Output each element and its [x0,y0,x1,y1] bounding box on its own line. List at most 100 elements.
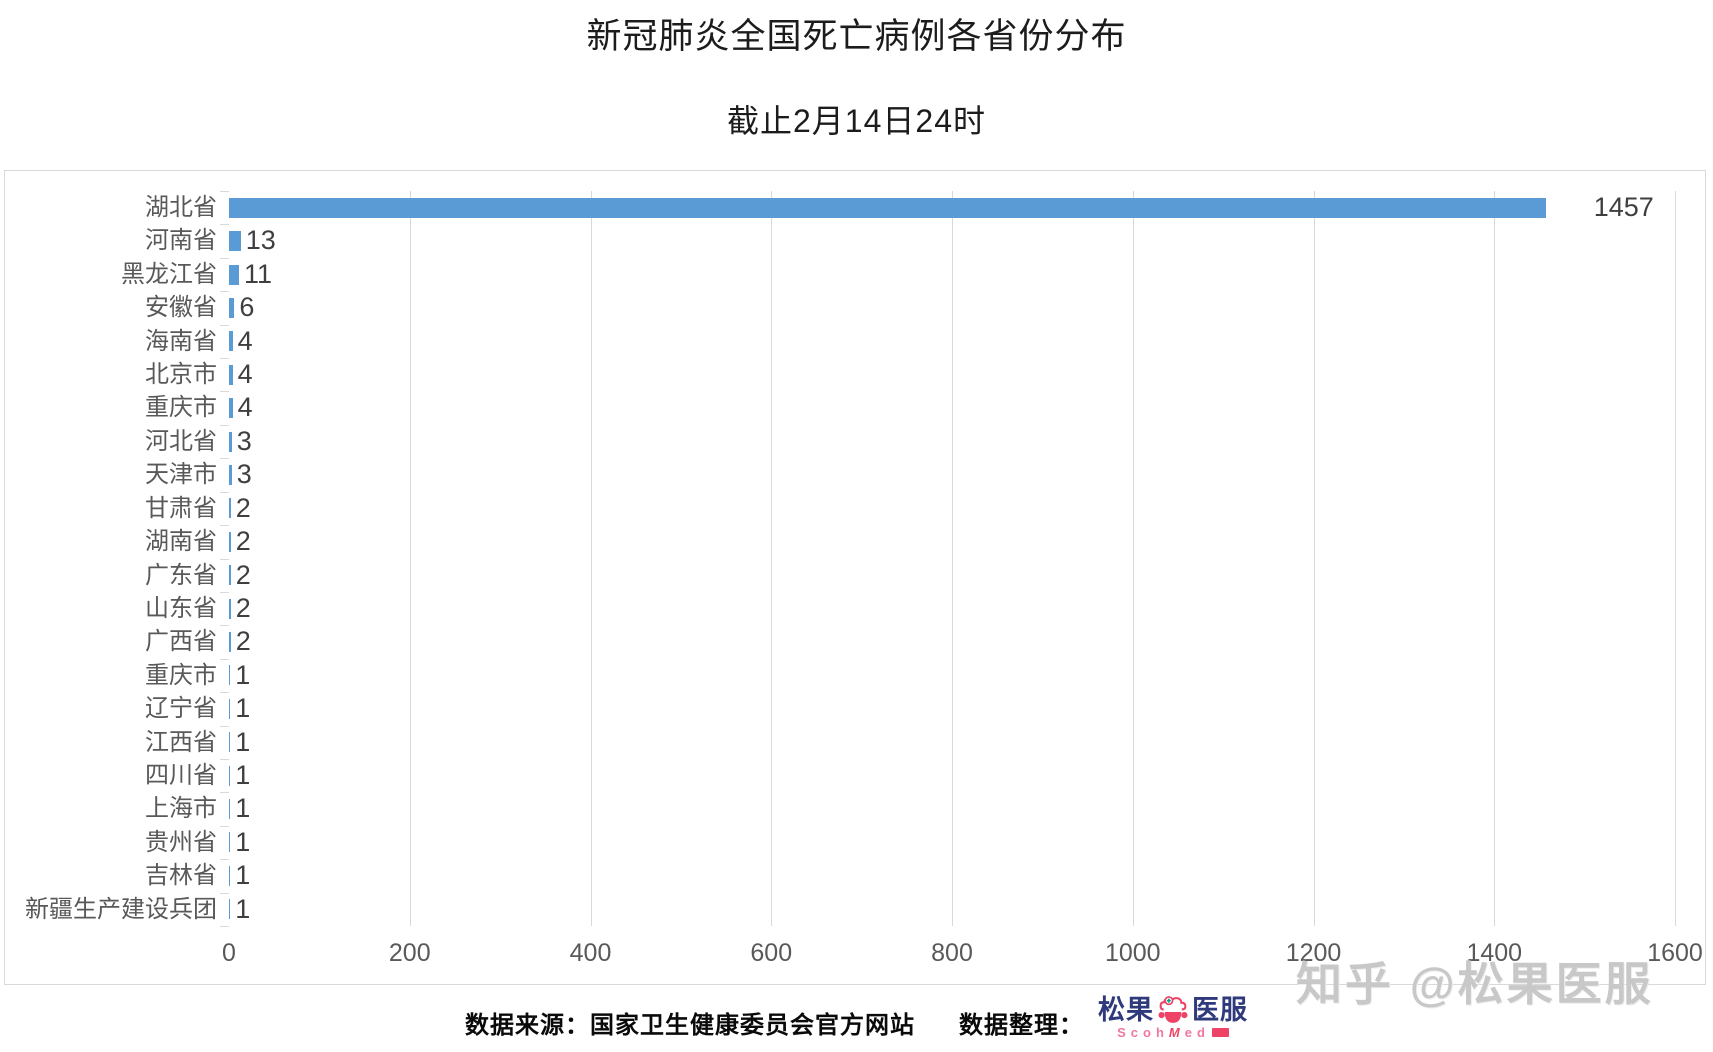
category-label: 湖北省 [145,194,217,221]
category-axis-tick [220,291,229,293]
bar-value-label: 2 [235,492,251,523]
category-label: 广东省 [145,561,217,589]
bar [229,765,231,786]
bar-value-label: 4 [237,359,253,390]
x-gridline [1313,191,1315,926]
category-label: 北京市 [145,361,217,389]
category-label: 吉林省 [145,862,217,890]
category-label: 四川省 [145,761,217,789]
x-axis-tick-label: 0 [222,939,236,967]
category-axis-tick [220,926,229,927]
x-axis-tick-label: 400 [569,939,612,967]
category-label: 重庆市 [145,661,217,689]
category-axis-tick [220,625,229,627]
category-label: 广西省 [145,628,217,656]
x-gridline [1675,191,1676,926]
logo-latin-char: e [1184,1025,1197,1040]
chart-title: 新冠肺炎全国死亡病例各省份分布 [586,17,1127,56]
bar-value-label: 4 [237,392,253,423]
bar-value-label: 1457 [1593,192,1654,222]
bar-value-label: 11 [243,258,272,289]
category-label: 天津市 [145,461,217,489]
logo-latin-char: h [1155,1025,1169,1040]
category-axis-tick [220,692,229,694]
bar [229,464,232,485]
category-label: 贵州省 [145,828,217,856]
x-axis-tick-label: 1200 [1285,939,1342,967]
category-axis-tick [220,191,229,192]
category-axis-tick [220,525,229,527]
bar [229,832,231,853]
x-axis-tick-label: 200 [388,939,431,967]
bar-value-label: 1 [235,793,251,824]
bar [229,231,241,252]
x-axis-tick-label: 1400 [1466,939,1523,967]
category-axis-tick [220,224,229,226]
bar [229,799,231,820]
category-label: 甘肃省 [145,494,217,522]
bar [229,398,233,419]
bar [229,632,231,653]
category-axis-tick [220,358,229,360]
chart-subtitle: 截止2月14日24时 [727,103,986,139]
bar [229,598,231,619]
category-label: 辽宁省 [145,695,217,723]
category-axis-tick [220,458,229,460]
bar-value-label: 2 [235,526,251,557]
bar [229,264,239,285]
bar-value-label: 4 [237,325,253,356]
bar-value-label: 6 [239,292,255,323]
bar-value-label: 13 [245,225,276,256]
bar [229,331,233,352]
bar [229,431,232,452]
logo-latin-char: d [1196,1025,1210,1040]
bar [229,364,233,385]
x-gridline [409,191,411,926]
data-source-text: 数据来源：国家卫生健康委员会官方网站 [465,1011,915,1039]
bar-value-label: 2 [235,626,251,657]
bar [229,698,231,719]
bar-value-label: 3 [236,459,252,490]
bar [229,665,231,686]
category-label: 山东省 [145,594,217,622]
category-label: 江西省 [145,728,217,756]
bar [229,899,231,920]
bar [229,297,235,318]
pinecone-cloud-cross-icon [1158,996,1188,1023]
category-label: 安徽省 [145,294,217,322]
category-axis-tick [220,658,229,660]
x-axis-tick-label: 800 [931,939,973,967]
logo-latin-char: c [1130,1025,1143,1040]
x-gridline [1494,191,1496,926]
chart-plot-area: 0 200 400 600 800 1000 1200 1400 1600 湖北省 1457 河南省 1… [4,170,1706,985]
category-label: 新疆生产建设兵团 [25,895,217,923]
bar [229,498,231,519]
bar-value-label: 1 [235,826,251,857]
chart-footer: 数据来源：国家卫生健康委员会官方网站 数据整理： 松果 医服 ScohMed [0,996,1713,1048]
bar-value-label: 1 [235,726,251,757]
bar [229,732,231,753]
category-axis-tick [220,725,229,727]
bar-value-label: 2 [235,592,251,623]
logo-latin-char: o [1142,1025,1156,1040]
category-label: 湖南省 [145,528,217,556]
bar [229,197,1546,218]
data-curator-text: 数据整理： [959,1011,1084,1039]
x-gridline [1132,191,1134,926]
category-axis-tick [220,491,229,493]
logo-latin-char: S [1117,1025,1131,1040]
bar [229,865,231,886]
x-axis-tick-label: 1000 [1104,939,1161,967]
scohmed-logo: 松果 医服 ScohMed [1098,996,1248,1040]
category-label: 上海市 [145,795,217,823]
logo-cn-left-text: 松果 [1098,995,1154,1025]
category-axis-tick [220,391,229,393]
bar-value-label: 1 [235,659,251,690]
category-axis-tick [220,591,229,593]
scohmed-logo-cn-row: 松果 医服 [1098,996,1248,1024]
x-gridline [771,191,773,926]
category-axis-tick [220,825,229,827]
logo-latin-char: M [1168,1025,1185,1040]
category-label: 海南省 [145,327,217,355]
